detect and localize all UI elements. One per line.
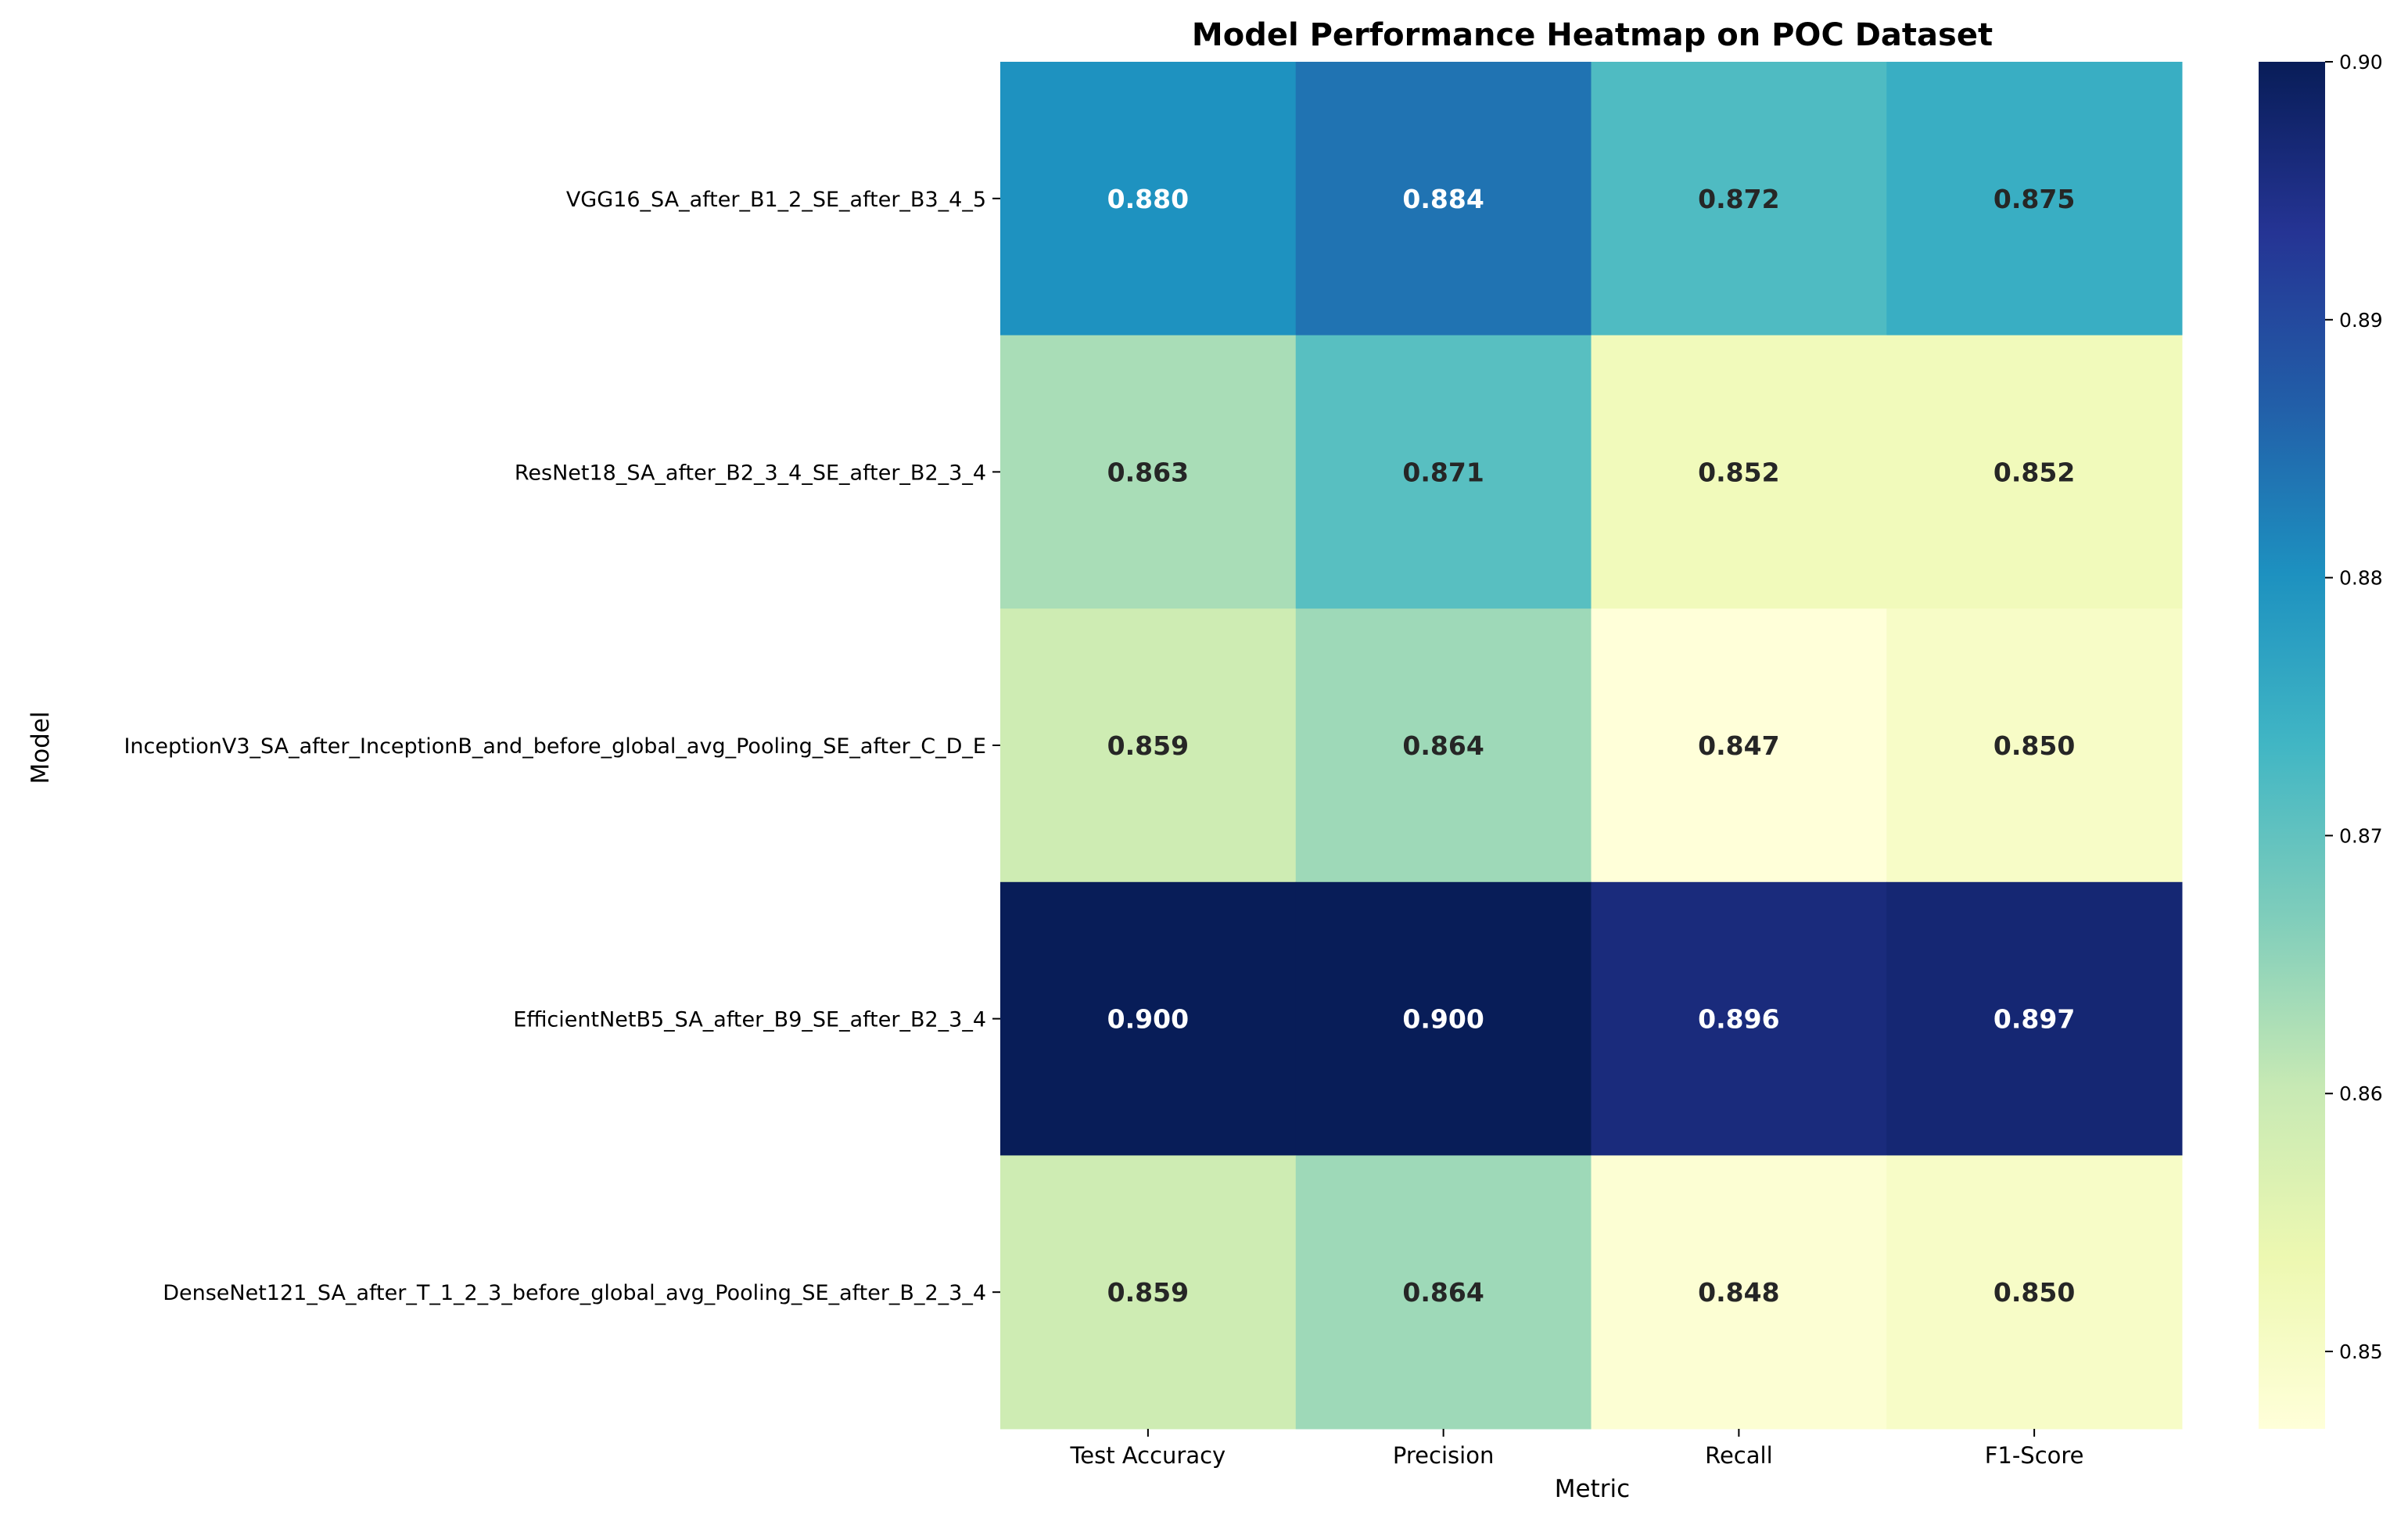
heatmap-cell-label: 0.848 bbox=[1698, 1277, 1779, 1308]
heatmap-cell-label: 0.864 bbox=[1402, 1277, 1484, 1308]
x-axis-ticks: Test Accuracy Precision Recall F1-Score bbox=[1070, 1429, 2084, 1469]
heatmap-cell-label: 0.875 bbox=[1994, 184, 2075, 214]
y-tick-label: EfficientNetB5_SA_after_B9_SE_after_B2_3… bbox=[513, 1008, 986, 1032]
heatmap-cell-label: 0.864 bbox=[1402, 730, 1484, 761]
heatmap-cell bbox=[1000, 335, 1297, 609]
heatmap-cell bbox=[1295, 608, 1592, 883]
heatmap-cell-label: 0.872 bbox=[1698, 184, 1779, 214]
heatmap-cell-label: 0.852 bbox=[1994, 457, 2075, 487]
x-tick-label: Test Accuracy bbox=[1070, 1442, 1226, 1469]
heatmap-cell-label: 0.859 bbox=[1107, 1277, 1189, 1308]
heatmap-cell bbox=[1886, 608, 2183, 883]
y-tick-label: VGG16_SA_after_B1_2_SE_after_B3_4_5 bbox=[566, 188, 986, 212]
heatmap-cell-label: 0.850 bbox=[1994, 1277, 2075, 1308]
heatmap-cell bbox=[1295, 62, 1592, 336]
heatmap-cell bbox=[1591, 881, 1887, 1156]
colorbar-tick-label: 0.87 bbox=[2339, 824, 2383, 847]
y-tick-label: ResNet18_SA_after_B2_3_4_SE_after_B2_3_4 bbox=[515, 461, 986, 485]
heatmap-cell-label: 0.896 bbox=[1698, 1004, 1779, 1035]
heatmap-cell-label: 0.871 bbox=[1402, 457, 1484, 487]
heatmap-cell bbox=[1000, 1155, 1297, 1430]
x-tick-label: Precision bbox=[1393, 1442, 1494, 1469]
heatmap-cell-label: 0.863 bbox=[1107, 457, 1189, 487]
heatmap-cell bbox=[1886, 1155, 2183, 1430]
heatmap-cell-label: 0.884 bbox=[1402, 184, 1484, 214]
heatmap-cell-label: 0.859 bbox=[1107, 730, 1189, 761]
y-tick-label: InceptionV3_SA_after_InceptionB_and_befo… bbox=[124, 734, 986, 759]
y-axis-label: Model bbox=[27, 711, 55, 784]
heatmap-cell-label: 0.900 bbox=[1107, 1004, 1189, 1035]
y-axis-ticks: VGG16_SA_after_B1_2_SE_after_B3_4_5 ResNe… bbox=[124, 188, 1000, 1305]
x-tick-label: Recall bbox=[1705, 1442, 1773, 1469]
colorbar-tick-label: 0.85 bbox=[2339, 1340, 2383, 1363]
x-axis-label: Metric bbox=[1555, 1475, 1630, 1503]
heatmap-cell bbox=[1886, 881, 2183, 1156]
heatmap-cell bbox=[1591, 1155, 1887, 1430]
heatmap-cell bbox=[1886, 335, 2183, 609]
heatmap-cell-label: 0.850 bbox=[1994, 730, 2075, 761]
colorbar-tick-label: 0.88 bbox=[2339, 567, 2383, 590]
chart-title: Model Performance Heatmap on POC Dataset bbox=[1192, 17, 1993, 53]
heatmap-cell bbox=[1000, 881, 1297, 1156]
colorbar-tick-label: 0.90 bbox=[2339, 51, 2383, 74]
x-tick-label: F1-Score bbox=[1985, 1442, 2084, 1469]
heatmap-cell-label: 0.880 bbox=[1107, 184, 1189, 214]
colorbar-gradient bbox=[2259, 62, 2325, 1429]
colorbar-tick-label: 0.86 bbox=[2339, 1082, 2383, 1105]
heatmap-cells bbox=[1000, 62, 2183, 1430]
heatmap-cell bbox=[1000, 62, 1297, 336]
y-tick-label: DenseNet121_SA_after_T_1_2_3_before_glob… bbox=[163, 1281, 986, 1305]
heatmap-cell bbox=[1591, 62, 1887, 336]
heatmap-cell bbox=[1591, 335, 1887, 609]
colorbar: 0.85 0.86 0.87 0.88 0.89 0.90 bbox=[2259, 51, 2383, 1429]
colorbar-tick-label: 0.89 bbox=[2339, 309, 2383, 332]
heatmap-cell bbox=[1295, 881, 1592, 1156]
heatmap-cell-label: 0.900 bbox=[1402, 1004, 1484, 1035]
heatmap-cell bbox=[1295, 1155, 1592, 1430]
heatmap-cell-label: 0.847 bbox=[1698, 730, 1779, 761]
heatmap-cell bbox=[1000, 608, 1297, 883]
heatmap-cell-label: 0.897 bbox=[1994, 1004, 2075, 1035]
heatmap-cell-label: 0.852 bbox=[1698, 457, 1779, 487]
heatmap-cell-labels: 0.880 0.884 0.872 0.875 0.863 0.871 0.852 0.852… bbox=[1107, 184, 2076, 1308]
heatmap-cell bbox=[1591, 608, 1887, 883]
heatmap-cell bbox=[1886, 62, 2183, 336]
heatmap-cell bbox=[1295, 335, 1592, 609]
colorbar-ticks: 0.85 0.86 0.87 0.88 0.89 0.90 bbox=[2325, 51, 2383, 1363]
